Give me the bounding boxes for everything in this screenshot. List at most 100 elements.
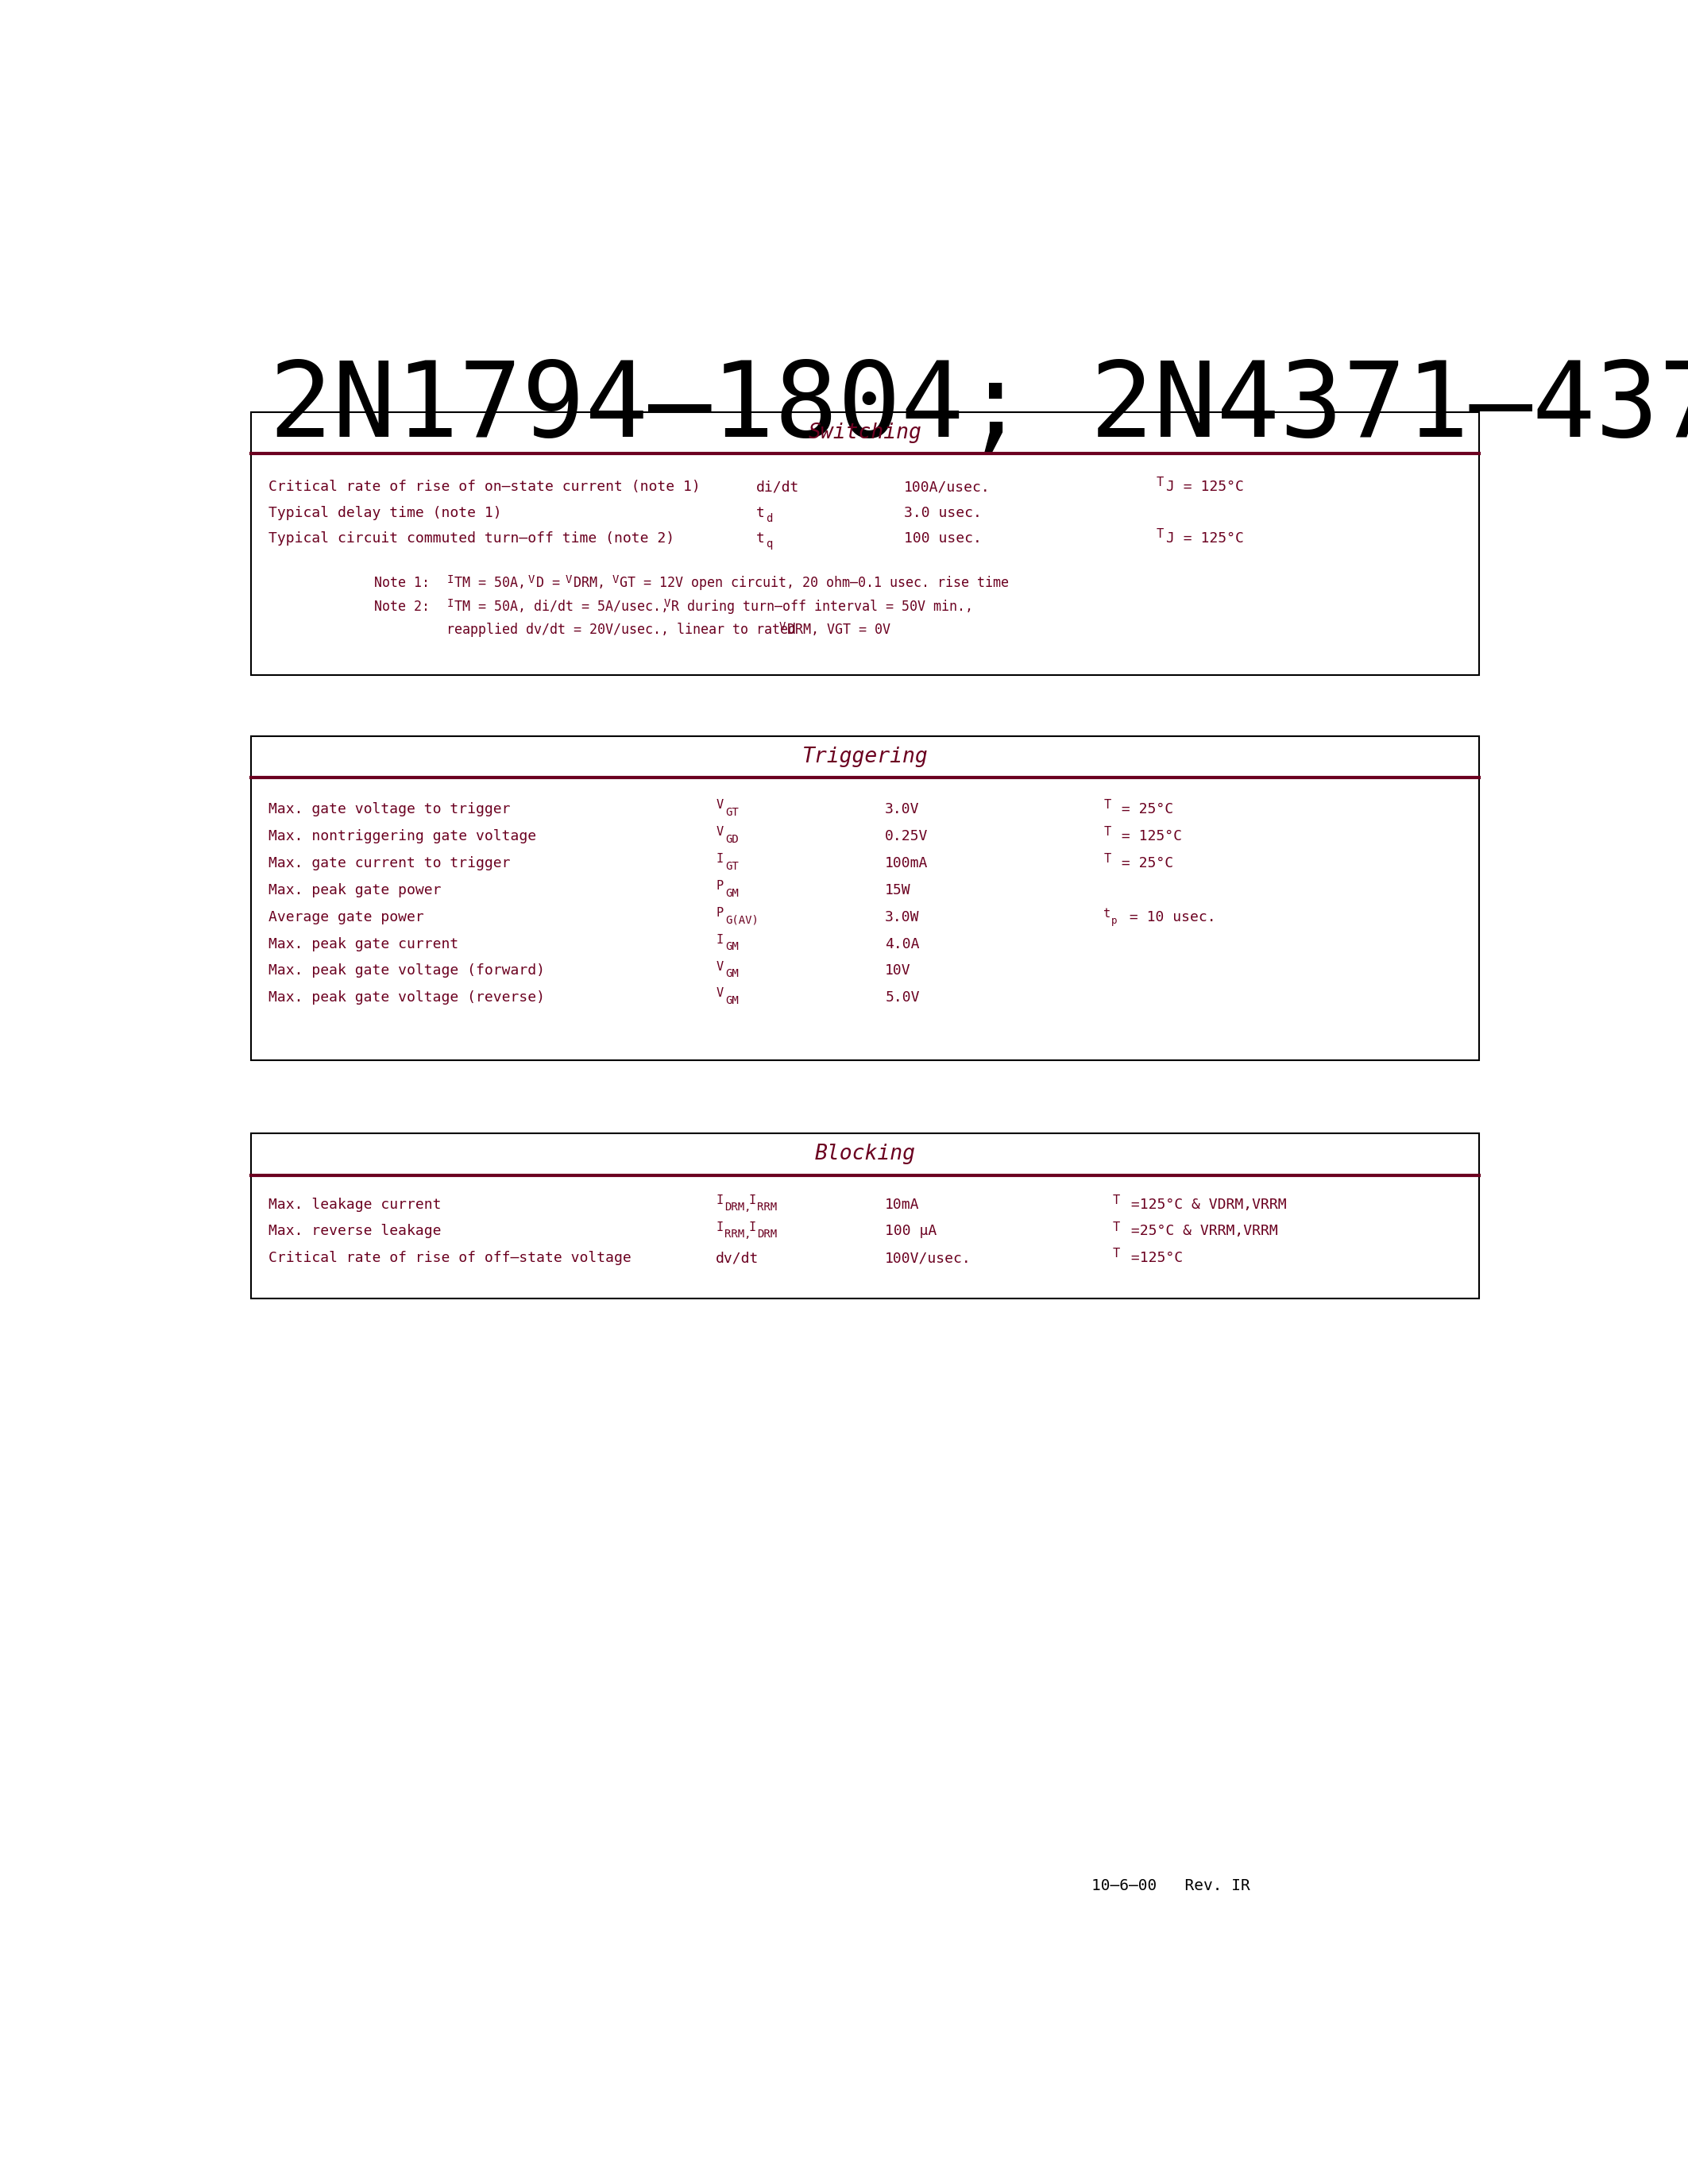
Text: I: I — [716, 1195, 722, 1206]
Text: I: I — [716, 1221, 722, 1234]
Text: t: t — [756, 507, 765, 520]
Text: 0.25V: 0.25V — [885, 830, 928, 843]
Text: T: T — [1104, 799, 1111, 810]
Text: D =: D = — [537, 577, 567, 590]
Text: I: I — [748, 1221, 756, 1234]
Text: T: T — [1112, 1221, 1121, 1234]
Text: T: T — [1112, 1247, 1121, 1260]
Text: Max. reverse leakage: Max. reverse leakage — [268, 1225, 441, 1238]
Text: p: p — [1111, 915, 1117, 926]
Text: 100V/usec.: 100V/usec. — [885, 1251, 972, 1265]
Text: I: I — [716, 854, 722, 865]
Text: =25°C & VRRM,VRRM: =25°C & VRRM,VRRM — [1123, 1225, 1278, 1238]
Text: 100 usec.: 100 usec. — [903, 531, 981, 546]
Text: Typical circuit commuted turn–off time (note 2): Typical circuit commuted turn–off time (… — [268, 531, 674, 546]
Text: I: I — [748, 1195, 756, 1206]
Text: T: T — [1104, 854, 1111, 865]
Text: 5.0V: 5.0V — [885, 992, 920, 1005]
Text: Triggering: Triggering — [802, 747, 928, 767]
Text: = 25°C: = 25°C — [1112, 802, 1173, 817]
Text: Note 1:: Note 1: — [375, 577, 446, 590]
Text: J = 125°C: J = 125°C — [1166, 531, 1244, 546]
Text: DRM: DRM — [756, 1230, 776, 1241]
Text: reapplied dv/dt = 20V/usec., linear to rated: reapplied dv/dt = 20V/usec., linear to r… — [447, 622, 803, 638]
Text: GT = 12V open circuit, 20 ohm–0.1 usec. rise time: GT = 12V open circuit, 20 ohm–0.1 usec. … — [619, 577, 1009, 590]
Text: T: T — [1156, 529, 1163, 539]
Text: di/dt: di/dt — [756, 480, 798, 494]
Text: R during turn–off interval = 50V min.,: R during turn–off interval = 50V min., — [672, 598, 974, 614]
Text: G(AV): G(AV) — [726, 915, 760, 926]
Text: = 125°C: = 125°C — [1112, 830, 1182, 843]
Text: t: t — [1104, 909, 1111, 919]
Text: Max. peak gate current: Max. peak gate current — [268, 937, 459, 950]
Text: GM: GM — [726, 887, 739, 900]
Text: 10mA: 10mA — [885, 1197, 920, 1212]
Text: 4.0A: 4.0A — [885, 937, 920, 950]
Text: V: V — [611, 574, 618, 585]
Text: GM: GM — [726, 996, 739, 1007]
Text: d: d — [766, 513, 773, 524]
Text: V: V — [528, 574, 535, 585]
Text: =125°C: =125°C — [1123, 1251, 1183, 1265]
Text: Max. peak gate power: Max. peak gate power — [268, 882, 441, 898]
Text: I: I — [447, 574, 454, 585]
Text: Max. leakage current: Max. leakage current — [268, 1197, 441, 1212]
Text: 3.0 usec.: 3.0 usec. — [903, 507, 981, 520]
Text: RRM,: RRM, — [724, 1230, 751, 1241]
Text: dv/dt: dv/dt — [716, 1251, 760, 1265]
Text: Critical rate of rise of on–state current (note 1): Critical rate of rise of on–state curren… — [268, 480, 701, 494]
Text: 100 μA: 100 μA — [885, 1225, 937, 1238]
Text: t: t — [756, 531, 765, 546]
Bar — [252, 736, 1479, 1059]
Text: I: I — [716, 935, 722, 946]
Text: 15W: 15W — [885, 882, 912, 898]
Text: 100mA: 100mA — [885, 856, 928, 871]
Text: Max. peak gate voltage (reverse): Max. peak gate voltage (reverse) — [268, 992, 545, 1005]
Text: DRM,: DRM, — [724, 1201, 751, 1212]
Bar — [252, 1133, 1479, 1299]
Text: V: V — [716, 987, 722, 1000]
Text: GM: GM — [726, 941, 739, 952]
Text: RRM: RRM — [756, 1201, 776, 1212]
Text: 10–6–00   Rev. IR: 10–6–00 Rev. IR — [1092, 1878, 1251, 1894]
Text: V: V — [716, 961, 722, 972]
Text: P: P — [716, 880, 722, 891]
Text: Average gate power: Average gate power — [268, 911, 424, 924]
Text: Max. gate current to trigger: Max. gate current to trigger — [268, 856, 510, 871]
Text: DRM, VGT = 0V: DRM, VGT = 0V — [787, 622, 891, 638]
Text: P: P — [716, 906, 722, 919]
Text: V: V — [663, 598, 670, 609]
Text: q: q — [766, 539, 773, 550]
Text: Switching: Switching — [809, 422, 922, 443]
Text: GT: GT — [726, 806, 739, 819]
Text: V: V — [716, 826, 722, 839]
Text: J = 125°C: J = 125°C — [1166, 480, 1244, 494]
Text: V: V — [565, 574, 572, 585]
Text: GM: GM — [726, 968, 739, 978]
Bar — [252, 413, 1479, 675]
Text: Max. gate voltage to trigger: Max. gate voltage to trigger — [268, 802, 510, 817]
Text: I: I — [447, 598, 454, 609]
Text: GD: GD — [726, 834, 739, 845]
Text: TM = 50A,: TM = 50A, — [454, 577, 533, 590]
Text: T: T — [1112, 1195, 1121, 1206]
Text: Max. nontriggering gate voltage: Max. nontriggering gate voltage — [268, 830, 537, 843]
Text: = 25°C: = 25°C — [1112, 856, 1173, 871]
Text: Note 2:: Note 2: — [375, 598, 446, 614]
Text: =125°C & VDRM,VRRM: =125°C & VDRM,VRRM — [1123, 1197, 1286, 1212]
Text: Critical rate of rise of off–state voltage: Critical rate of rise of off–state volta… — [268, 1251, 631, 1265]
Text: 3.0W: 3.0W — [885, 911, 920, 924]
Text: T: T — [1104, 826, 1111, 839]
Text: V: V — [780, 620, 787, 631]
Text: 10V: 10V — [885, 963, 912, 978]
Text: TM = 50A, di/dt = 5A/usec.,: TM = 50A, di/dt = 5A/usec., — [454, 598, 677, 614]
Text: 3.0V: 3.0V — [885, 802, 920, 817]
Text: DRM,: DRM, — [574, 577, 613, 590]
Text: GT: GT — [726, 860, 739, 871]
Text: 100A/usec.: 100A/usec. — [903, 480, 989, 494]
Text: Typical delay time (note 1): Typical delay time (note 1) — [268, 507, 501, 520]
Text: Blocking: Blocking — [815, 1144, 915, 1164]
Text: 2N1794–1804; 2N4371–4377: 2N1794–1804; 2N4371–4377 — [270, 356, 1688, 459]
Text: V: V — [716, 799, 722, 810]
Text: T: T — [1156, 476, 1163, 489]
